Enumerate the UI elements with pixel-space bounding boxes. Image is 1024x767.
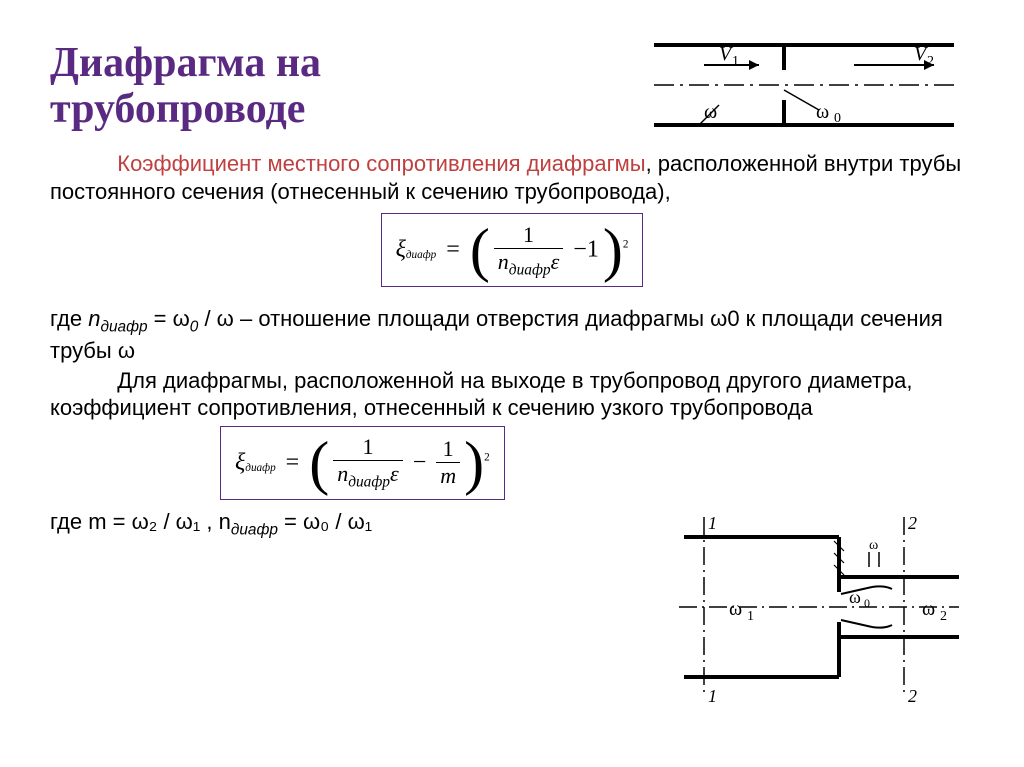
where-1: где nдиафр = ω0 / ω – отношение площади … — [50, 305, 970, 364]
omega0-label: ω — [816, 101, 829, 123]
svg-text:0: 0 — [864, 596, 870, 610]
intro-paragraph: Коэффициент местного сопротивления диафр… — [50, 150, 970, 205]
svg-text:1: 1 — [732, 54, 739, 69]
paragraph-2: Для диафрагмы, расположенной на выходе в… — [50, 367, 970, 422]
omega-label: ω — [704, 101, 717, 123]
omega0-label-b: ω — [849, 587, 861, 607]
svg-text:1: 1 — [747, 609, 754, 624]
svg-text:2: 2 — [927, 54, 934, 69]
svg-text:2: 2 — [908, 513, 917, 533]
omega2-label: ω — [922, 598, 935, 620]
title-line-2: трубопроводе — [50, 86, 305, 132]
omega1-label: ω — [729, 598, 742, 620]
formula-1-box: ξдиафр = ( 1 nдиафрε −1 )2 — [381, 213, 644, 287]
formula-2-row: ξдиафр = ( 1 nдиафрε − 1 m )2 — [220, 426, 974, 500]
formula-1-row: ξдиафр = ( 1 nдиафрε −1 )2 — [50, 213, 974, 287]
svg-text:1: 1 — [708, 513, 717, 533]
svg-text:0: 0 — [834, 111, 841, 126]
pipe-diagram-bottom: 1 1 2 2 — [674, 507, 964, 707]
intro-highlight: Коэффициент местного сопротивления диафр… — [117, 151, 645, 176]
title-line-1: Диафрагма на — [50, 40, 321, 86]
pipe-diagram-top: V 1 V 2 ω ω 0 — [644, 30, 964, 140]
svg-text:1: 1 — [708, 686, 717, 706]
svg-text:2: 2 — [908, 686, 917, 706]
svg-text:ω: ω — [869, 538, 878, 553]
formula-2-box: ξдиафр = ( 1 nдиафрε − 1 m )2 — [220, 426, 505, 500]
svg-text:2: 2 — [940, 609, 947, 624]
